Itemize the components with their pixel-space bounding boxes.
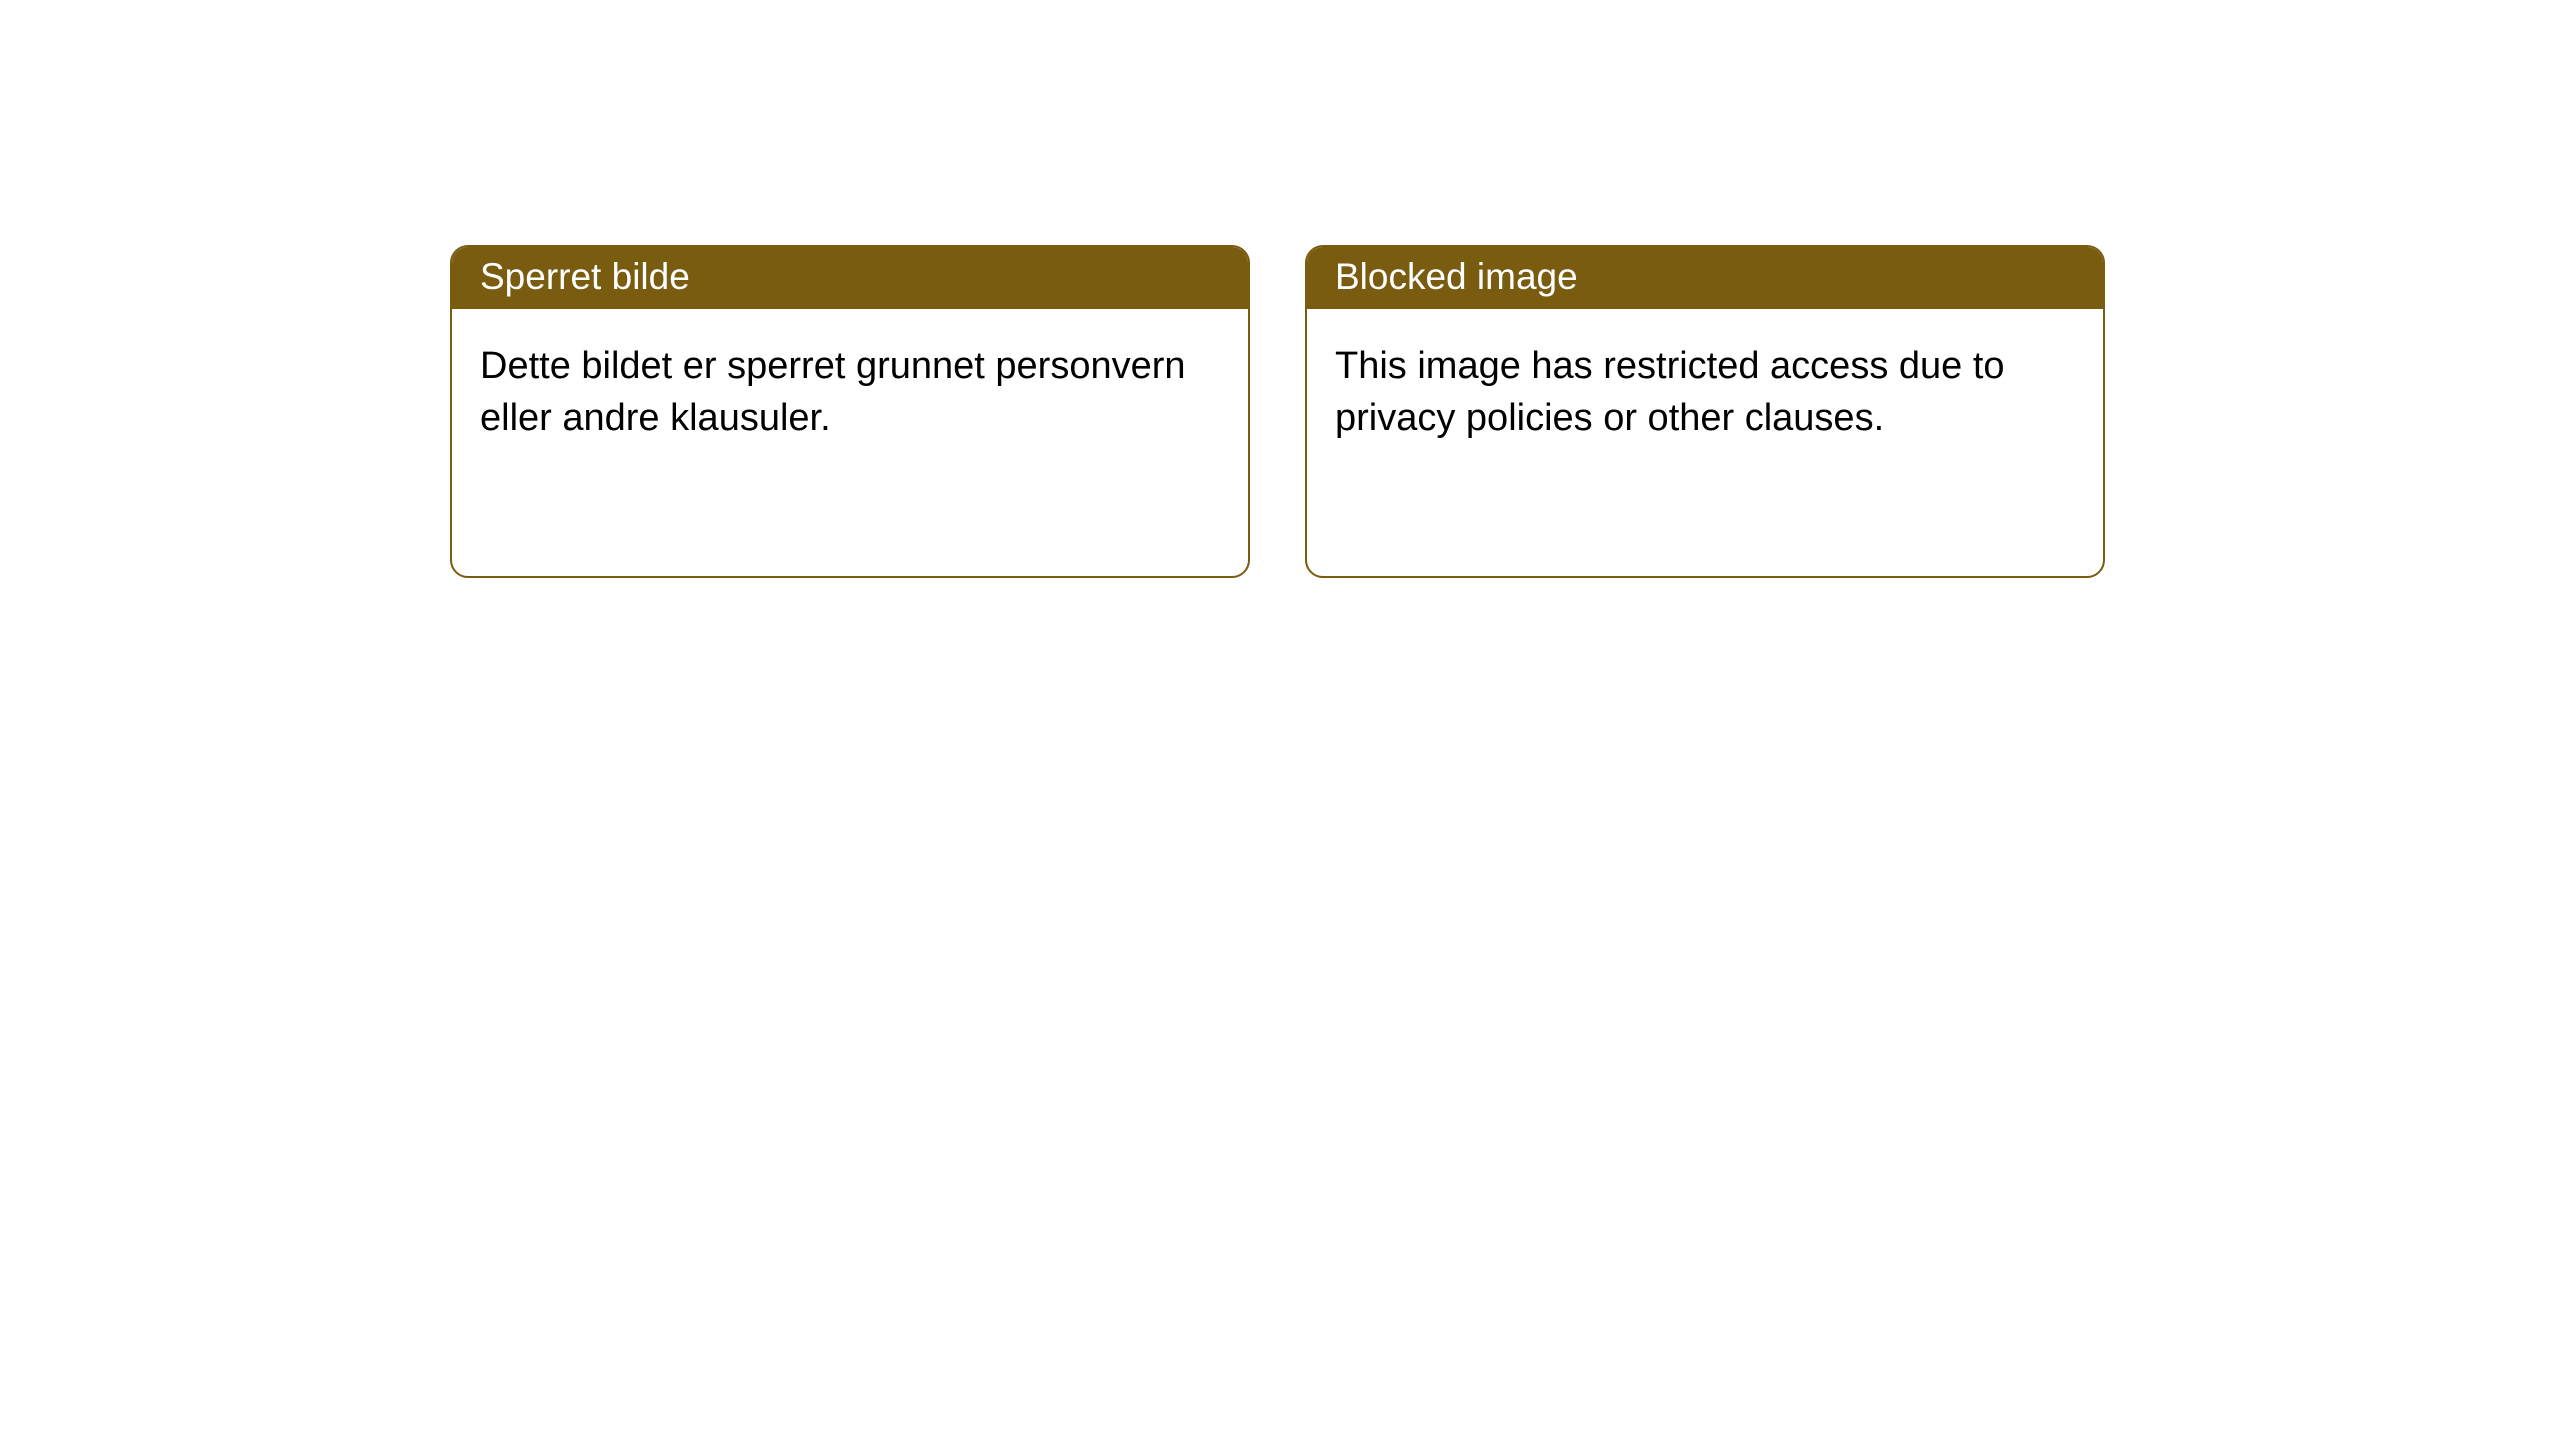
- notice-title-english: Blocked image: [1307, 247, 2103, 309]
- notice-card-norwegian: Sperret bilde Dette bildet er sperret gr…: [450, 245, 1250, 578]
- notice-card-english: Blocked image This image has restricted …: [1305, 245, 2105, 578]
- notice-title-norwegian: Sperret bilde: [452, 247, 1248, 309]
- notice-container: Sperret bilde Dette bildet er sperret gr…: [0, 0, 2560, 578]
- notice-body-english: This image has restricted access due to …: [1307, 309, 2103, 472]
- notice-body-norwegian: Dette bildet er sperret grunnet personve…: [452, 309, 1248, 472]
